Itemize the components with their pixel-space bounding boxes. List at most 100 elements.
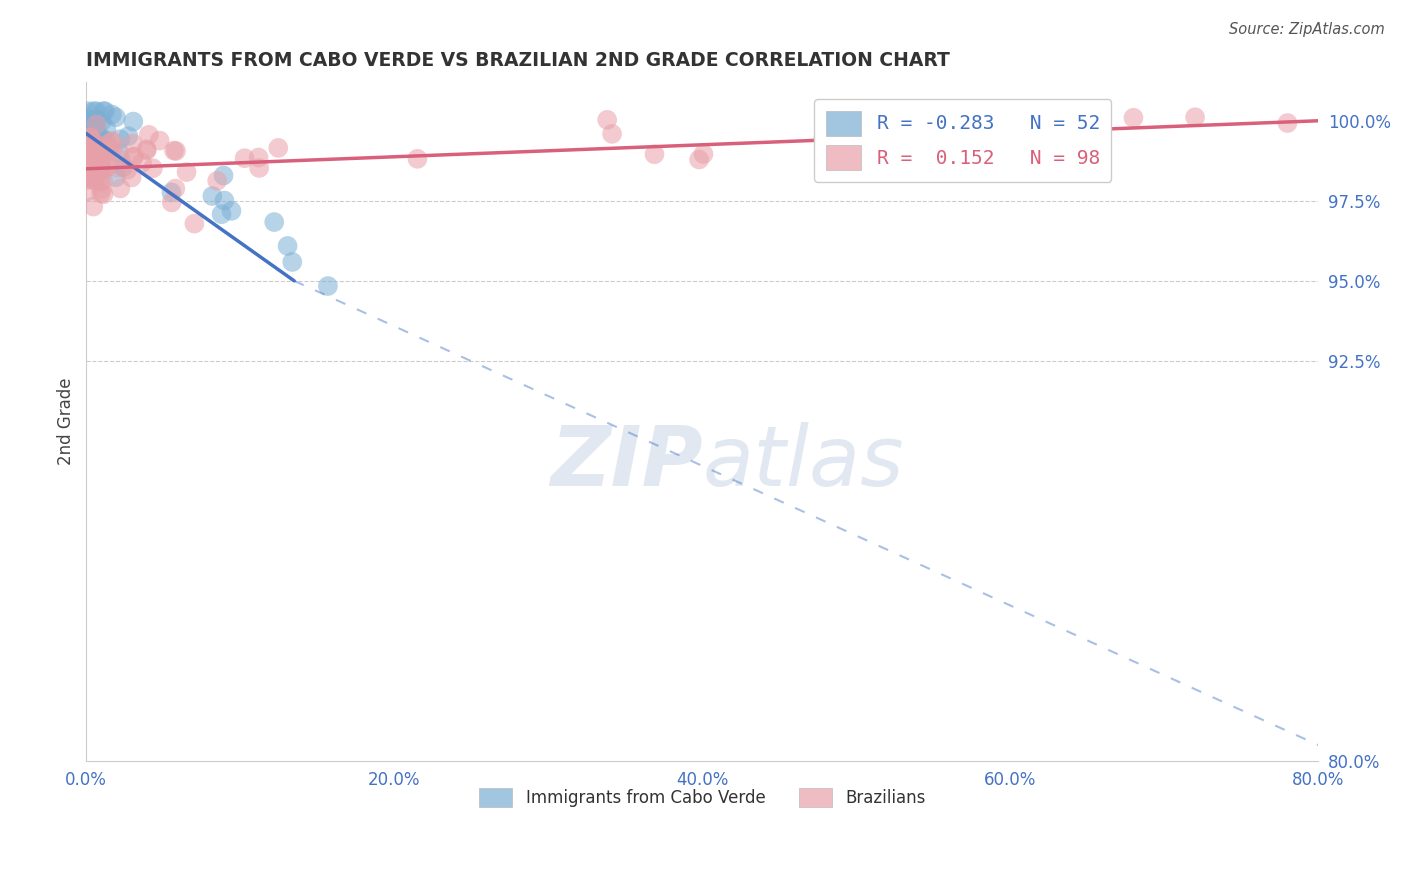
- Point: [94, 133, 117, 147]
- Point: [811, 132, 834, 146]
- Point: [86, 118, 108, 132]
- Point: [80, 160, 103, 174]
- Point: [89, 175, 111, 189]
- Point: [90, 130, 112, 145]
- Point: [87, 163, 110, 178]
- Point: [83, 120, 105, 135]
- Text: Source: ZipAtlas.com: Source: ZipAtlas.com: [1229, 22, 1385, 37]
- Point: [79, 121, 101, 136]
- Point: [76, 157, 98, 171]
- Point: [76, 112, 98, 126]
- Point: [90, 186, 112, 201]
- Point: [82, 117, 104, 131]
- Point: [77, 149, 100, 163]
- Point: [135, 142, 157, 156]
- Point: [80, 153, 103, 168]
- Point: [77, 120, 100, 135]
- Point: [165, 181, 187, 195]
- Point: [91, 174, 114, 188]
- Point: [281, 255, 304, 269]
- Point: [108, 132, 131, 146]
- Point: [84, 119, 107, 133]
- Point: [205, 174, 228, 188]
- Point: [112, 160, 135, 174]
- Point: [82, 170, 104, 185]
- Point: [110, 152, 132, 166]
- Point: [80, 114, 103, 128]
- Point: [101, 135, 124, 149]
- Text: ZIP: ZIP: [550, 422, 702, 503]
- Point: [101, 134, 124, 148]
- Point: [76, 143, 98, 157]
- Point: [104, 170, 127, 185]
- Point: [83, 104, 105, 119]
- Point: [83, 128, 105, 142]
- Point: [122, 114, 145, 128]
- Point: [108, 145, 131, 160]
- Point: [83, 146, 105, 161]
- Point: [83, 132, 105, 146]
- Point: [77, 123, 100, 137]
- Point: [110, 181, 132, 195]
- Point: [406, 152, 429, 166]
- Point: [77, 136, 100, 150]
- Point: [83, 146, 105, 161]
- Point: [93, 148, 115, 162]
- Point: [101, 142, 124, 156]
- Point: [596, 112, 619, 127]
- Point: [267, 141, 290, 155]
- Point: [1277, 116, 1299, 130]
- Point: [122, 150, 145, 164]
- Point: [76, 134, 98, 148]
- Point: [1029, 139, 1052, 153]
- Point: [77, 150, 100, 164]
- Point: [90, 114, 112, 128]
- Point: [82, 122, 104, 136]
- Point: [76, 142, 98, 156]
- Point: [79, 131, 101, 145]
- Point: [201, 189, 224, 203]
- Point: [93, 162, 115, 177]
- Point: [94, 104, 117, 119]
- Point: [91, 141, 114, 155]
- Text: IMMIGRANTS FROM CABO VERDE VS BRAZILIAN 2ND GRADE CORRELATION CHART: IMMIGRANTS FROM CABO VERDE VS BRAZILIAN …: [86, 51, 950, 70]
- Point: [76, 152, 98, 166]
- Point: [105, 161, 128, 175]
- Point: [77, 173, 100, 187]
- Point: [104, 110, 127, 124]
- Point: [160, 195, 183, 210]
- Point: [93, 104, 115, 119]
- Point: [247, 161, 270, 175]
- Point: [77, 153, 100, 167]
- Point: [117, 162, 139, 177]
- Point: [76, 149, 98, 163]
- Point: [76, 161, 98, 175]
- Point: [135, 144, 157, 158]
- Point: [233, 151, 256, 165]
- Point: [84, 145, 107, 159]
- Point: [77, 169, 100, 183]
- Point: [84, 164, 107, 178]
- Point: [79, 124, 101, 138]
- Point: [600, 127, 623, 141]
- Point: [688, 153, 710, 167]
- Point: [277, 239, 299, 253]
- Point: [76, 153, 98, 168]
- Point: [89, 131, 111, 145]
- Point: [89, 163, 111, 178]
- Point: [83, 154, 105, 169]
- Point: [76, 104, 98, 119]
- Point: [97, 159, 120, 173]
- Point: [692, 147, 714, 161]
- Point: [82, 134, 104, 148]
- Point: [86, 104, 108, 119]
- Point: [96, 121, 118, 136]
- Point: [77, 170, 100, 185]
- Point: [316, 279, 339, 293]
- Point: [263, 215, 285, 229]
- Point: [94, 137, 117, 152]
- Point: [86, 128, 108, 142]
- Point: [969, 125, 991, 139]
- Point: [79, 130, 101, 145]
- Point: [77, 147, 100, 161]
